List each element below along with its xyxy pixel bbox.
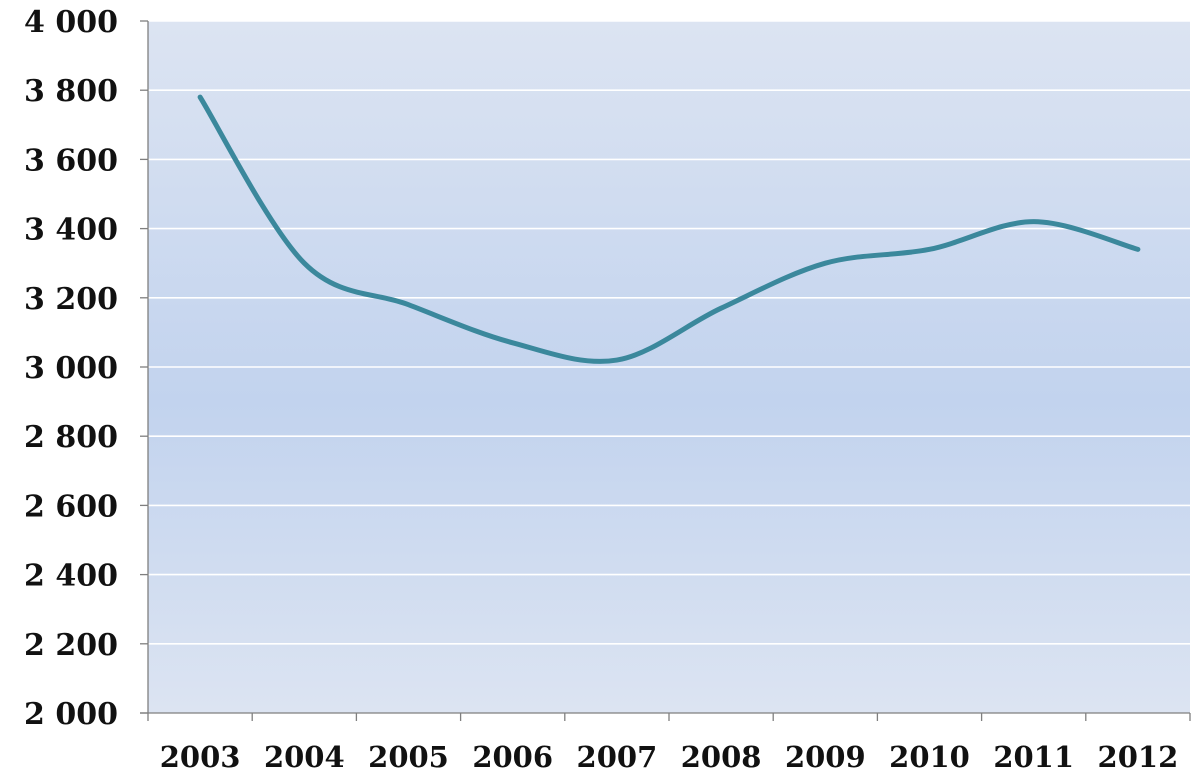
gridlines: [148, 20, 1190, 645]
y-tick-label: 3 200: [24, 282, 118, 317]
series-line: [197, 94, 1141, 364]
x-tick-label: 2008: [681, 740, 762, 774]
y-tick-label: 2 400: [24, 559, 118, 594]
x-tick-label: 2006: [472, 740, 553, 774]
y-tick-label: 3 800: [24, 74, 118, 109]
x-tick-label: 2009: [785, 740, 866, 774]
x-tick-label: 2010: [889, 740, 970, 774]
x-tick-label: 2012: [1098, 740, 1179, 774]
y-tick-label: 2 200: [24, 628, 118, 663]
x-axis-tick-labels: 2003 2004 2005 2006 2007 2008 2009 2010 2011 2012: [160, 740, 1179, 774]
series-group: [197, 94, 1141, 364]
x-tick-label: 2011: [993, 740, 1074, 774]
y-tick-label: 2 600: [24, 489, 118, 524]
x-tick-label: 2004: [264, 740, 345, 774]
axes: [140, 20, 1191, 721]
x-tick-label: 2007: [577, 740, 658, 774]
y-tick-label: 2 800: [24, 420, 118, 455]
y-tick-label: 3 400: [24, 213, 118, 248]
x-tick-label: 2005: [368, 740, 449, 774]
y-tick-label: 3 000: [24, 351, 118, 386]
y-tick-label: 2 000: [24, 697, 118, 732]
y-tick-label: 4 000: [24, 5, 118, 40]
y-axis-tick-labels: 2 000 2 200 2 400 2 600 2 800 3 000 3 200 3 400…: [24, 5, 118, 732]
y-tick-label: 3 600: [24, 143, 118, 178]
x-tick-label: 2003: [160, 740, 241, 774]
